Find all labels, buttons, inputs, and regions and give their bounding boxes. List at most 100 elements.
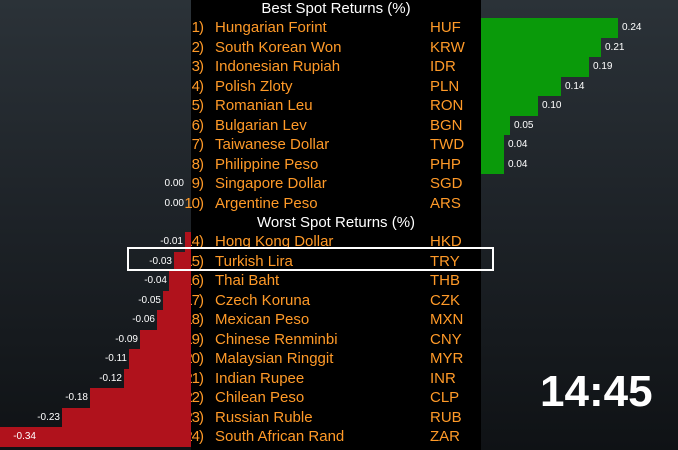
worst-row: 23) Russian Ruble RUB [184,408,481,428]
currency-code: CNY [430,330,462,348]
currency-code: MXN [430,311,464,328]
negative-bar [124,368,191,388]
worst-row: 16) Thai Baht THB [184,271,481,291]
bar-value-label: 0.14 [565,80,585,92]
currency-name: Indian Rupee [215,369,305,387]
rank-label: 4) [191,77,204,95]
best-row: 2) South Korean Won KRW [191,38,481,58]
currency-code: PLN [430,77,460,95]
best-row: 9) Singapore Dollar SGD [191,174,481,194]
best-row: 3) Indonesian Rupiah IDR [191,57,481,77]
currency-name: Philippine Peso [215,155,319,173]
negative-bar [157,310,191,330]
rank-label: 8) [191,155,204,173]
rank-label: 5) [191,97,204,114]
worst-returns-header: Worst Spot Returns (%) [256,214,416,231]
worst-row: 20) Malaysian Ringgit MYR [184,349,481,369]
worst-row: 21) Indian Rupee INR [184,369,481,389]
negative-bar [90,388,191,408]
positive-bar [481,37,601,57]
bar-value-label: 0.04 [508,158,528,170]
best-row: 6) Bulgarian Lev BGN [191,116,481,136]
negative-bar [129,349,191,369]
currency-code: MYR [430,350,464,367]
positive-bar [481,135,504,155]
rank-label: 1) [191,19,204,36]
currency-name: Malaysian Ringgit [215,350,334,367]
currency-code: SGD [430,175,463,192]
positive-bar [481,18,618,38]
currency-code: IDR [430,58,456,75]
currency-code: RON [430,97,464,114]
positive-bar [481,57,589,77]
worst-row: 17) Czech Koruna CZK [184,291,481,311]
bar-value-label: -0.12 [99,372,122,384]
negative-bar [140,329,191,349]
currency-name: Russian Ruble [215,408,313,426]
currency-name: Singapore Dollar [215,175,327,192]
best-row: 8) Philippine Peso PHP [191,155,481,175]
bar-value-label: 0.19 [593,61,613,72]
currency-code: PHP [430,155,461,173]
currency-name: Bulgarian Lev [215,116,307,134]
currency-list [191,0,481,450]
currency-name: Indonesian Rupiah [215,58,341,75]
bar-value-label: -0.11 [104,353,127,364]
negative-bar [185,232,191,252]
positive-bar [481,96,538,116]
currency-name: Turkish Lira [215,252,293,270]
currency-name: Thai Baht [215,272,280,289]
bar-value-label: -0.05 [138,294,161,306]
bar-value-label: -0.03 [149,255,172,267]
bar-value-label: 0.00 [164,197,184,209]
negative-bar [174,251,191,271]
currency-code: CLP [430,389,460,406]
best-row: 7) Taiwanese Dollar TWD [191,135,481,155]
worst-row: 19) Chinese Renminbi CNY [184,330,481,350]
best-row: 4) Polish Zloty PLN [191,77,481,97]
worst-row: 22) Chilean Peso CLP [184,388,481,408]
currency-name: South African Rand [215,428,345,445]
best-row: 5) Romanian Leu RON [191,96,481,116]
bar-value-label: -0.09 [115,333,138,345]
bar-value-label: 0.24 [622,22,642,33]
bar-value-label: -0.06 [132,314,155,325]
bar-value-label: -0.04 [144,275,167,286]
rank-label: 10) [184,194,204,212]
bar-value-label: -0.01 [160,236,183,247]
currency-code: INR [430,369,456,387]
currency-name: Polish Zloty [215,77,293,95]
clock: 14:45 [540,367,653,416]
rank-label: 6) [191,116,204,134]
currency-code: KRW [430,38,465,56]
rank-label: 3) [191,58,204,75]
positive-bar [481,76,561,96]
currency-code: CZK [430,291,460,309]
currency-name: Hong Kong Dollar [215,233,334,250]
negative-bar [62,407,191,427]
best-returns-header: Best Spot Returns (%) [261,0,411,17]
bar-value-label: -0.18 [65,392,88,403]
rank-label: 2) [191,38,204,56]
currency-code: RUB [430,408,462,426]
bar-value-label: -0.34 [13,431,36,442]
worst-row: 15) Turkish Lira TRY [184,252,481,272]
best-row: 1) Hungarian Forint HUF [191,18,481,38]
currency-code: ARS [430,194,461,212]
currency-name: Hungarian Forint [215,19,327,36]
currency-name: Mexican Peso [215,311,310,328]
negative-bar [163,290,191,310]
bar-value-label: -0.23 [37,411,60,423]
currency-code: TWD [430,136,465,153]
currency-code: THB [430,272,460,289]
bar-value-label: 0.05 [514,119,534,131]
bar-value-label: 0.21 [605,41,625,53]
positive-bar [481,115,510,135]
rank-label: 7) [191,136,204,153]
currency-name: Chilean Peso [215,389,305,406]
currency-code: TRY [430,252,460,270]
currency-name: South Korean Won [215,38,342,56]
currency-code: HUF [430,19,461,36]
currency-code: BGN [430,116,463,134]
worst-row: 24) South African Rand ZAR [184,427,481,447]
